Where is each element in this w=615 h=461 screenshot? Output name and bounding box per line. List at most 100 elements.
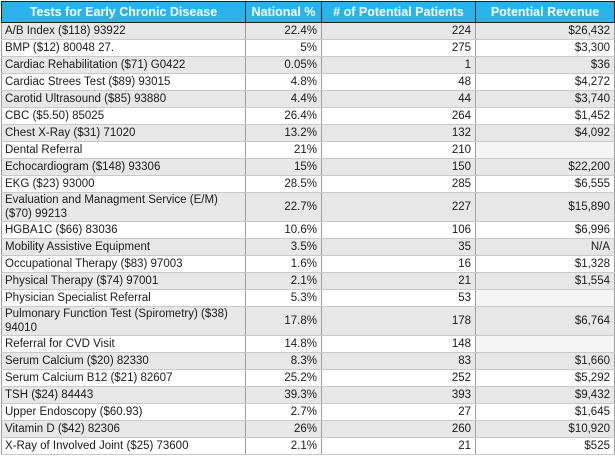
national-pct-cell: 17.8% — [245, 306, 322, 336]
table-row: Chest X-Ray ($31) 71020 13.2% 132 $4,092 — [1, 124, 615, 142]
national-pct-cell: 13.2% — [245, 124, 322, 142]
patients-cell: 21 — [321, 437, 476, 455]
revenue-cell: $6,555 — [475, 175, 615, 193]
test-name-cell: Cardiac Rehabilitation ($71) G0422 — [1, 56, 246, 74]
national-pct-cell: 15% — [245, 158, 322, 176]
national-pct-cell: 2.1% — [245, 272, 322, 290]
national-pct-cell: 4.4% — [245, 90, 322, 108]
national-pct-cell: 14.8% — [245, 335, 322, 353]
patients-cell: 21 — [321, 272, 476, 290]
column-header-potential-revenue: Potential Revenue — [475, 1, 615, 23]
national-pct-cell: 8.3% — [245, 352, 322, 370]
patients-cell: 53 — [321, 289, 476, 307]
table-row: EKG ($23) 93000 28.5% 285 $6,555 — [1, 175, 615, 193]
table-row: Upper Endoscopy ($60.93) 2.7% 27 $1,645 — [1, 403, 615, 421]
national-pct-cell: 10.6% — [245, 221, 322, 239]
table-row: Physical Therapy ($74) 97001 2.1% 21 $1,… — [1, 272, 615, 290]
table-row: X-Ray of Involved Joint ($25) 73600 2.1%… — [1, 437, 615, 455]
table-row: Echocardiogram ($148) 93306 15% 150 $22,… — [1, 158, 615, 176]
revenue-cell: $4,272 — [475, 73, 615, 91]
revenue-cell: $1,660 — [475, 352, 615, 370]
table-row: Cardiac Rehabilitation ($71) G0422 0.05%… — [1, 56, 615, 74]
test-name-cell: EKG ($23) 93000 — [1, 175, 246, 193]
national-pct-cell: 25.2% — [245, 369, 322, 387]
national-pct-cell: 5.3% — [245, 289, 322, 307]
test-name-cell: Vitamin D ($42) 82306 — [1, 420, 246, 438]
table-row: Mobility Assistive Equipment 3.5% 35 N/A — [1, 238, 615, 256]
revenue-cell: $3,740 — [475, 90, 615, 108]
table-row: Serum Calcium B12 ($21) 82607 25.2% 252 … — [1, 369, 615, 387]
test-name-cell: Echocardiogram ($148) 93306 — [1, 158, 246, 176]
revenue-cell: $1,554 — [475, 272, 615, 290]
patients-cell: 393 — [321, 386, 476, 404]
table-row: CBC ($5.50) 85025 26.4% 264 $1,452 — [1, 107, 615, 125]
patients-cell: 132 — [321, 124, 476, 142]
patients-cell: 106 — [321, 221, 476, 239]
patients-cell: 44 — [321, 90, 476, 108]
test-name-cell: Carotid Ultrasound ($85) 93880 — [1, 90, 246, 108]
table-header-row: Tests for Early Chronic Disease National… — [1, 1, 615, 23]
table-row: Pulmonary Function Test (Spirometry) ($3… — [1, 306, 615, 336]
patients-cell: 35 — [321, 238, 476, 256]
patients-cell: 83 — [321, 352, 476, 370]
national-pct-cell: 5% — [245, 39, 322, 57]
test-name-cell: HGBA1C ($66) 83036 — [1, 221, 246, 239]
national-pct-cell: 22.4% — [245, 22, 322, 40]
national-pct-cell: 21% — [245, 141, 322, 159]
test-name-cell: Dental Referral — [1, 141, 246, 159]
national-pct-cell: 2.7% — [245, 403, 322, 421]
national-pct-cell: 26.4% — [245, 107, 322, 125]
national-pct-cell: 22.7% — [245, 192, 322, 222]
table-row: TSH ($24) 84443 39.3% 393 $9,432 — [1, 386, 615, 404]
test-name-cell: Mobility Assistive Equipment — [1, 238, 246, 256]
revenue-cell: $4,092 — [475, 124, 615, 142]
test-name-cell: Pulmonary Function Test (Spirometry) ($3… — [1, 306, 246, 336]
revenue-cell: $26,432 — [475, 22, 615, 40]
table-body: A/B Index ($118) 93922 22.4% 224 $26,432… — [1, 22, 615, 455]
patients-cell: 227 — [321, 192, 476, 222]
revenue-cell: $22,200 — [475, 158, 615, 176]
test-name-cell: Occupational Therapy ($83) 97003 — [1, 255, 246, 273]
national-pct-cell: 26% — [245, 420, 322, 438]
patients-cell: 210 — [321, 141, 476, 159]
test-name-cell: BMP ($12) 80048 27. — [1, 39, 246, 57]
revenue-cell: $1,328 — [475, 255, 615, 273]
test-name-cell: Upper Endoscopy ($60.93) — [1, 403, 246, 421]
test-name-cell: Serum Calcium B12 ($21) 82607 — [1, 369, 246, 387]
national-pct-cell: 1.6% — [245, 255, 322, 273]
table-row: Physician Specialist Referral 5.3% 53 — [1, 289, 615, 307]
revenue-cell: $6,764 — [475, 306, 615, 336]
patients-cell: 16 — [321, 255, 476, 273]
patients-cell: 48 — [321, 73, 476, 91]
test-name-cell: TSH ($24) 84443 — [1, 386, 246, 404]
national-pct-cell: 4.8% — [245, 73, 322, 91]
test-name-cell: Physician Specialist Referral — [1, 289, 246, 307]
patients-cell: 150 — [321, 158, 476, 176]
patients-cell: 264 — [321, 107, 476, 125]
revenue-cell: $10,920 — [475, 420, 615, 438]
test-name-cell: Serum Calcium ($20) 82330 — [1, 352, 246, 370]
table-row: Referral for CVD Visit 14.8% 148 — [1, 335, 615, 353]
test-name-cell: A/B Index ($118) 93922 — [1, 22, 246, 40]
table-row: Serum Calcium ($20) 82330 8.3% 83 $1,660 — [1, 352, 615, 370]
patients-cell: 260 — [321, 420, 476, 438]
patients-cell: 275 — [321, 39, 476, 57]
revenue-cell: $15,890 — [475, 192, 615, 222]
revenue-cell: N/A — [475, 238, 615, 256]
revenue-cell: $3,300 — [475, 39, 615, 57]
national-pct-cell: 2.1% — [245, 437, 322, 455]
table-row: A/B Index ($118) 93922 22.4% 224 $26,432 — [1, 22, 615, 40]
national-pct-cell: 3.5% — [245, 238, 322, 256]
test-name-cell: Evaluation and Managment Service (E/M) (… — [1, 192, 246, 222]
test-name-cell: Physical Therapy ($74) 97001 — [1, 272, 246, 290]
test-name-cell: Chest X-Ray ($31) 71020 — [1, 124, 246, 142]
national-pct-cell: 0.05% — [245, 56, 322, 74]
revenue-cell: $525 — [475, 437, 615, 455]
table-row: Dental Referral 21% 210 — [1, 141, 615, 159]
patients-cell: 148 — [321, 335, 476, 353]
patients-cell: 1 — [321, 56, 476, 74]
test-name-cell: Cardiac Strees Test ($89) 93015 — [1, 73, 246, 91]
national-pct-cell: 28.5% — [245, 175, 322, 193]
table-row: Occupational Therapy ($83) 97003 1.6% 16… — [1, 255, 615, 273]
